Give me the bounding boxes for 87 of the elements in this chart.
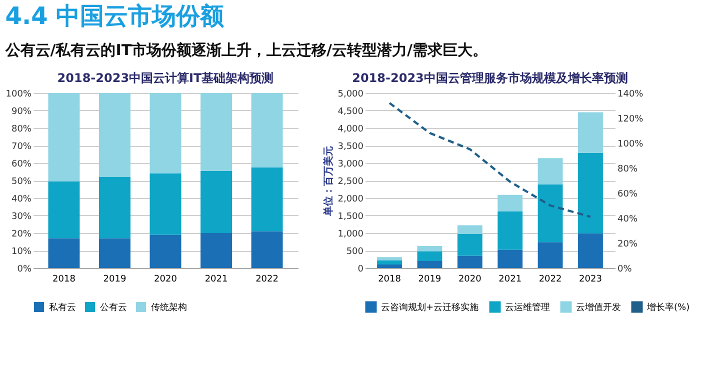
- legend-label: 云增值开发: [576, 302, 621, 313]
- y-tick-label: 4,000: [338, 124, 364, 134]
- y-tick-label: 2,000: [338, 194, 364, 204]
- bar: [251, 167, 283, 232]
- bar: [150, 174, 182, 235]
- text: 公有云/私有云的IT市场份额逐渐上升，上云迁移/云转型潜力/需求巨大。: [4, 41, 488, 59]
- x-tick-label: 2023: [579, 274, 602, 284]
- legend-label: 传统架构: [151, 302, 187, 313]
- bar: [48, 93, 80, 182]
- y-tick-label: 4,500: [338, 107, 364, 117]
- y2-tick-label: 60%: [618, 190, 638, 200]
- y-tick-label: 5,000: [338, 90, 364, 100]
- y-tick-label: 500: [346, 247, 364, 257]
- y-tick-label: 30%: [11, 212, 32, 222]
- bar: [578, 152, 603, 234]
- bar: [150, 234, 182, 268]
- bar: [538, 242, 563, 268]
- legend-label: 增长率(%): [646, 302, 690, 313]
- legend-label: 公有云: [100, 302, 127, 313]
- x-tick-label: 2020: [154, 274, 178, 284]
- bar: [98, 238, 130, 268]
- bar: [498, 250, 523, 268]
- y-tick-label: 0: [358, 264, 364, 274]
- bar: [251, 231, 283, 268]
- y-tick-label: 0%: [17, 264, 32, 274]
- bar: [48, 238, 80, 268]
- legend-label: 云运维管理: [505, 302, 550, 313]
- x-tick-label: 2022: [538, 274, 562, 284]
- y-tick-label: 20%: [11, 230, 32, 240]
- y2-tick-label: 40%: [618, 214, 638, 224]
- y-tick-label: 1,500: [338, 212, 364, 222]
- bar: [498, 211, 523, 250]
- y2-tick-label: 140%: [618, 90, 644, 100]
- bar: [98, 177, 130, 238]
- bar: [48, 181, 80, 238]
- bar: [417, 261, 442, 268]
- bar: [377, 260, 402, 264]
- bar: [377, 264, 402, 268]
- x-tick-label: 2018: [52, 274, 76, 284]
- y-tick-label: 2,500: [338, 177, 364, 187]
- y-tick-label: 70%: [11, 142, 32, 152]
- y2-tick-label: 0%: [618, 264, 632, 274]
- bar: [200, 170, 232, 233]
- chart-title: 2018-2023中国云管理服务市场规模及增长率预测: [352, 71, 628, 85]
- x-tick-label: 2021: [204, 274, 228, 284]
- x-tick-label: 2019: [418, 274, 442, 284]
- x-tick-label: 2019: [103, 274, 126, 284]
- bar: [417, 251, 442, 261]
- y2-tick-label: 100%: [618, 140, 644, 150]
- bar: [457, 225, 482, 234]
- bar: [457, 234, 482, 256]
- line-series: [388, 102, 592, 218]
- y-axis-title: 单位：百万美元: [322, 146, 335, 217]
- y2-tick-label: 20%: [618, 240, 638, 250]
- y-tick-label: 100%: [6, 90, 32, 100]
- x-tick-label: 2022: [256, 274, 278, 284]
- bar: [538, 184, 563, 242]
- bar: [538, 158, 563, 184]
- bar: [417, 246, 442, 252]
- text: 4.4 中国云市场份额: [5, 2, 226, 30]
- y-tick-label: 80%: [11, 124, 32, 134]
- bar: [150, 93, 182, 174]
- y2-tick-label: 120%: [618, 114, 644, 124]
- legend-label: 云咨询规划+云迁移实施: [381, 302, 479, 313]
- bar: [98, 93, 130, 177]
- y-tick-label: 40%: [11, 194, 32, 204]
- bar: [200, 93, 232, 171]
- x-tick-label: 2020: [458, 274, 482, 284]
- x-tick-label: 2021: [498, 274, 522, 284]
- y-tick-label: 10%: [11, 247, 32, 257]
- y-tick-label: 3,500: [338, 142, 364, 152]
- legend-label: 私有云: [49, 302, 76, 313]
- bar: [251, 93, 283, 168]
- bar: [498, 194, 523, 212]
- x-tick-label: 2018: [378, 274, 402, 284]
- y-tick-label: 1,000: [338, 230, 364, 240]
- bar: [200, 233, 232, 268]
- y-tick-label: 3,000: [338, 160, 364, 170]
- y2-tick-label: 80%: [618, 164, 638, 174]
- bar: [457, 256, 482, 268]
- y-tick-label: 90%: [11, 107, 32, 117]
- bar: [578, 233, 603, 268]
- y-tick-label: 50%: [11, 177, 32, 187]
- bar: [578, 112, 603, 153]
- chart-title: 2018-2023中国云计算IT基础架构预测: [57, 71, 274, 85]
- y-tick-label: 60%: [11, 160, 32, 170]
- bar: [377, 257, 402, 260]
